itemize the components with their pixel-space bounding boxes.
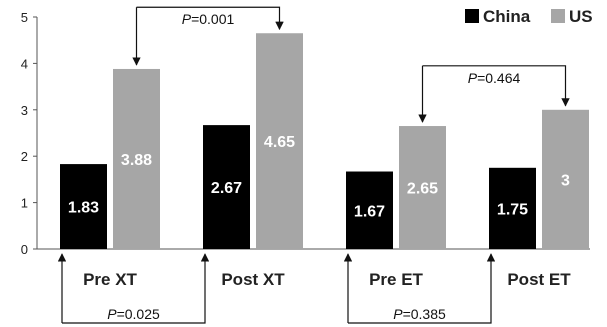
y-tick-label: 0 [21,242,28,257]
legend-swatch-china [465,9,479,23]
legend-swatch-us [551,9,565,23]
p-value-label: P=0.464 [468,70,521,86]
bar-china [203,125,250,249]
bar-us [113,68,160,249]
y-tick-label: 4 [21,56,28,71]
bar-value-label: 3 [561,172,570,189]
legend-label-us: US [569,7,593,26]
bar-value-label: 4.65 [264,134,295,151]
bar-us [256,33,303,249]
y-tick-label: 5 [21,10,28,25]
bar-value-label: 3.88 [121,152,152,169]
p-value-annotations: P=0.001 P=0.464 P=0.025 P=0.385 [57,6,570,324]
bracket-arrow [136,6,284,31]
y-tick-label: 3 [21,103,28,118]
bracket-arrow [422,65,570,107]
y-tick-label: 2 [21,149,28,164]
p-value-label: P=0.001 [182,11,235,27]
bar-value-label: 2.65 [407,181,438,198]
bar-us [399,126,446,249]
legend: China US [465,7,593,26]
category-label: Pre ET [369,270,423,289]
category-label: Pre XT [83,270,137,289]
bar-china [60,164,107,249]
bar-us [542,109,589,249]
bars: 1.83 2.67 1.67 1.75 3.88 4.65 2.65 3 Pre XT Post … [60,33,589,289]
bar-china [489,167,536,249]
category-label: Post ET [507,270,571,289]
bar-value-label: 1.75 [497,201,528,218]
p-value-label: P=0.025 [107,306,160,322]
category-label: Post XT [221,270,285,289]
p-value-label: P=0.385 [393,306,446,322]
bracket-arrow [348,253,496,324]
bar-value-label: 2.67 [211,180,242,197]
legend-label-china: China [483,7,531,26]
bar-value-label: 1.83 [68,200,99,217]
bar-china [346,171,393,249]
y-tick-label: 1 [21,196,28,211]
bar-value-label: 1.67 [354,203,385,220]
bracket-arrow [62,253,210,324]
